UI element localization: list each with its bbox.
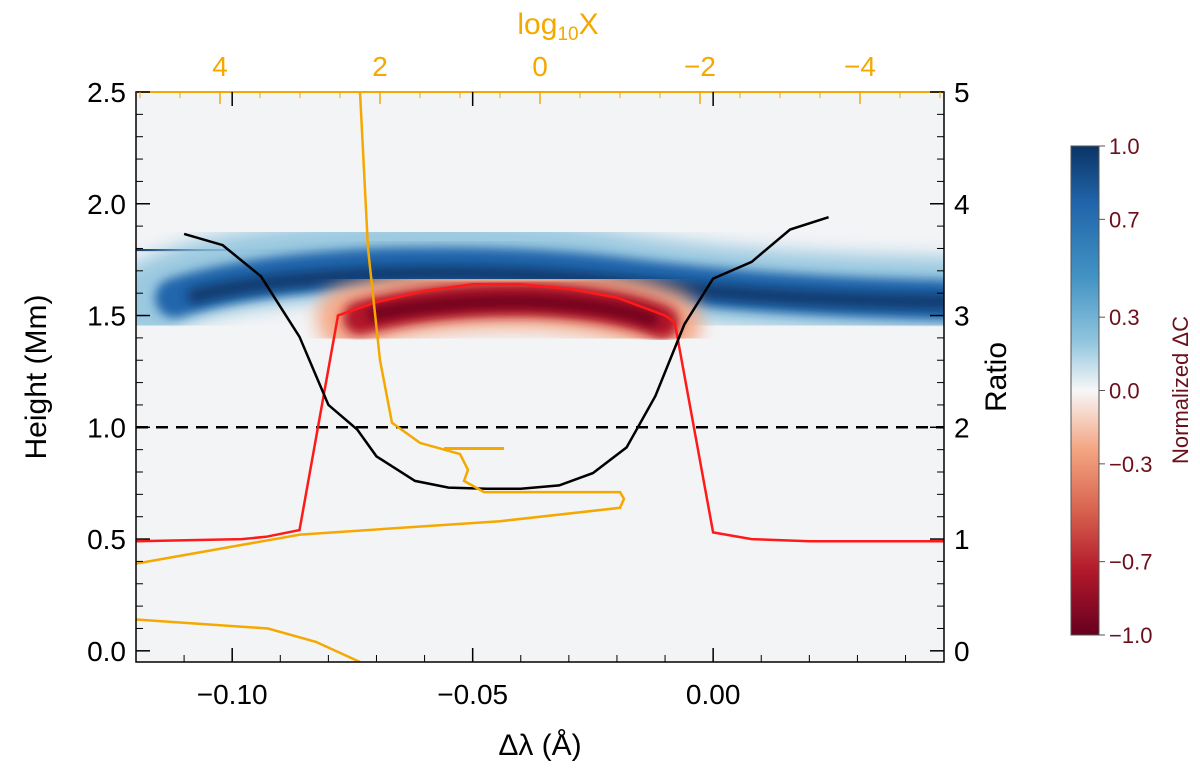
top-axis-title-sub: 10 bbox=[557, 24, 578, 45]
colorbar-label: Normalized ΔC bbox=[1168, 316, 1193, 464]
series-line-red bbox=[136, 282, 944, 543]
series-line-orange-lower bbox=[136, 618, 361, 662]
right-axis-tick-label: 5 bbox=[954, 77, 970, 108]
series-line-orange-upper bbox=[136, 92, 626, 565]
left-axis-tick-label: 2.5 bbox=[87, 77, 126, 108]
series-layer bbox=[136, 92, 944, 662]
top-axis-title-base: log bbox=[517, 8, 557, 41]
series-line-black bbox=[183, 216, 829, 491]
left-axis-tick-label: 1.5 bbox=[87, 301, 126, 332]
right-axis-tick-label: 3 bbox=[954, 301, 970, 332]
colorbar: 1.0 0.7 0.3 0.0 −0.3 −0.7 −1.0 Normalized ΔC bbox=[1070, 134, 1193, 648]
bottom-axis-title: Δλ (Å) bbox=[498, 729, 581, 762]
bottom-axis-tick-label: −0.05 bbox=[437, 679, 508, 710]
right-axis-tick-label: 0 bbox=[954, 636, 970, 667]
left-axis-tick-label: 0.5 bbox=[87, 524, 126, 555]
heatmap-negative-band-core bbox=[368, 294, 659, 327]
right-axis-title: Ratio bbox=[980, 342, 1013, 412]
colorbar-tick-label: 0.0 bbox=[1109, 379, 1140, 404]
top-axis-title: log10X bbox=[517, 8, 598, 45]
colorbar-gradient bbox=[1070, 145, 1100, 636]
colorbar-ticks: 1.0 0.7 0.3 0.0 −0.3 −0.7 −1.0 bbox=[1099, 134, 1152, 648]
heatmap-background bbox=[136, 92, 944, 662]
top-axis-tick-label: −2 bbox=[684, 51, 716, 82]
top-axis-tick-label: 0 bbox=[532, 51, 548, 82]
top-axis-title-var: X bbox=[579, 8, 599, 41]
colorbar-tick-label: 0.3 bbox=[1109, 305, 1140, 330]
left-axis-tick-label: 0.0 bbox=[87, 636, 126, 667]
right-axis-tick-label: 1 bbox=[954, 524, 970, 555]
colorbar-tick-label: 0.7 bbox=[1109, 207, 1140, 232]
bottom-axis-tick-label: −0.10 bbox=[197, 679, 268, 710]
top-axis-tick-label: −4 bbox=[844, 51, 876, 82]
top-axis-tick-label: 2 bbox=[372, 51, 388, 82]
right-axis-tick-label: 4 bbox=[954, 189, 970, 220]
left-axis-title: Height (Mm) bbox=[20, 294, 53, 459]
top-axis-tick-label: 4 bbox=[212, 51, 228, 82]
heatmap bbox=[136, 92, 944, 662]
left-axis-tick-label: 2.0 bbox=[87, 189, 126, 220]
right-axis-tick-label: 2 bbox=[954, 412, 970, 443]
colorbar-tick-label: 1.0 bbox=[1109, 134, 1140, 159]
colorbar-tick-label: −0.7 bbox=[1109, 550, 1152, 575]
colorbar-tick-label: −1.0 bbox=[1109, 623, 1152, 648]
ticks-layer: −0.10 −0.05 0.00 0.0 0.5 1.0 1.5 2.0 2.5 0 1 2 3 4 5 4 2… bbox=[87, 51, 970, 710]
left-axis-tick-label: 1.0 bbox=[87, 412, 126, 443]
bottom-axis-tick-label: 0.00 bbox=[686, 679, 741, 710]
colorbar-tick-label: −0.3 bbox=[1109, 452, 1152, 477]
